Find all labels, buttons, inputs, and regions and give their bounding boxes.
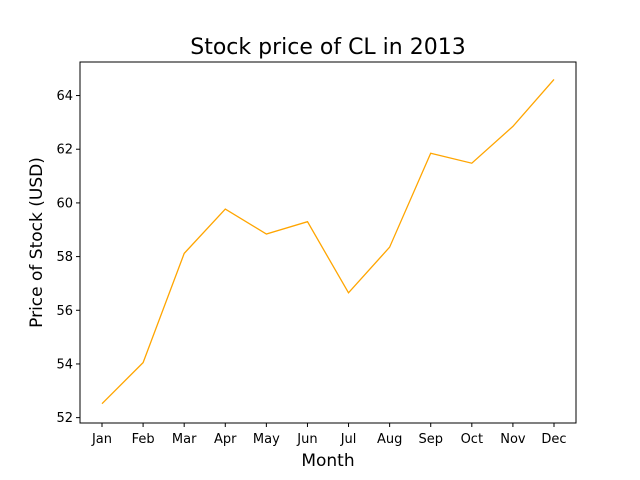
x-axis-label: Month [301, 451, 354, 471]
x-tick-label: Feb [132, 432, 155, 447]
x-tick-label: Jul [340, 432, 357, 447]
series-line [101, 78, 555, 405]
x-tick-label: Jun [296, 432, 317, 447]
plot-frame [79, 61, 577, 424]
y-tick-label: 60 [56, 196, 73, 211]
x-tick-label: Sep [418, 432, 443, 447]
y-tick-label: 58 [56, 250, 73, 265]
x-axis: Jan Feb Mar Apr May Jun Jul Aug Sep Oct Nov Dec [91, 423, 567, 447]
x-tick-label: Apr [214, 432, 237, 447]
y-axis: 52 54 56 58 60 62 64 [56, 89, 80, 426]
y-tick-label: 64 [56, 89, 73, 104]
y-tick-label: 54 [56, 357, 73, 372]
x-tick-label: Nov [500, 432, 526, 447]
y-axis-label: Price of Stock (USD) [27, 157, 47, 328]
x-tick-label: Dec [541, 432, 566, 447]
y-tick-label: 62 [56, 143, 73, 158]
chart-title: Stock price of CL in 2013 [190, 35, 465, 60]
x-tick-label: May [253, 432, 280, 447]
y-tick-label: 52 [56, 411, 73, 426]
x-tick-label: Aug [377, 432, 402, 447]
x-tick-label: Oct [461, 432, 483, 447]
y-tick-label: 56 [56, 304, 73, 319]
x-tick-label: Jan [91, 432, 112, 447]
x-tick-label: Mar [172, 432, 197, 447]
